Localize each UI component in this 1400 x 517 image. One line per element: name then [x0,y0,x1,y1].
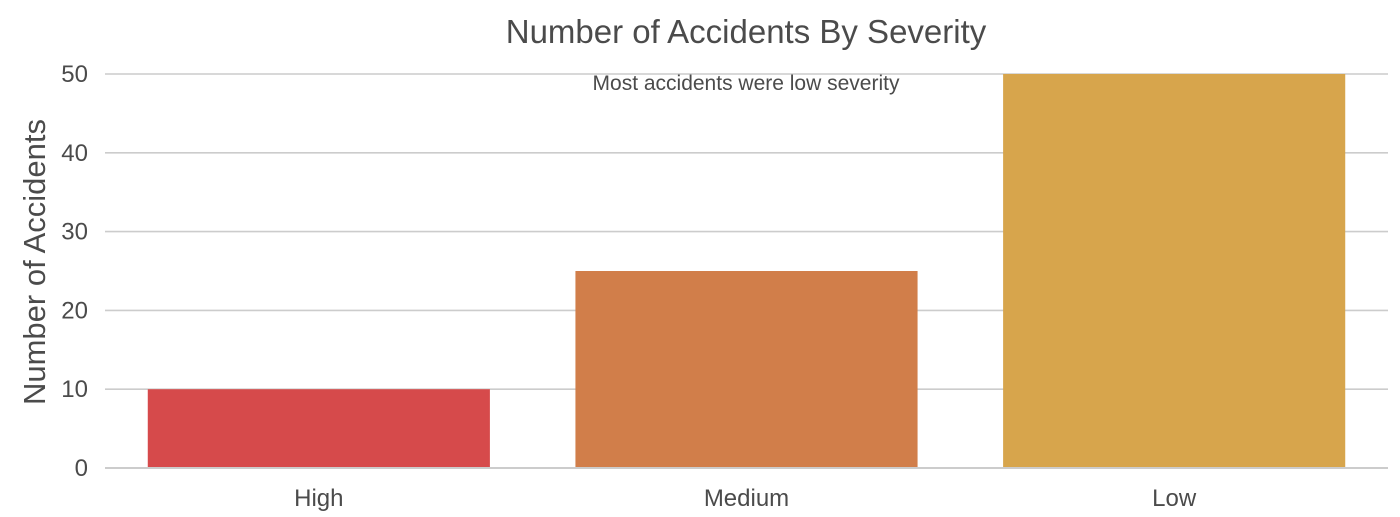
bars [147,74,1346,468]
annotation-text: Most accidents were low severity [593,72,900,95]
y-tick-labels: 0 10 20 30 40 50 [61,61,88,482]
y-tick-label: 30 [61,219,88,246]
y-tick-label: 10 [61,376,88,403]
y-tick-label: 40 [61,140,88,167]
y-axis-label: Number of Accidents [17,119,52,405]
x-tick-label: High [294,485,343,512]
x-tick-labels: High Medium Low [294,485,1197,512]
chart-title: Number of Accidents By Severity [506,13,987,50]
bar-low [1003,74,1346,468]
y-tick-label: 50 [61,61,88,88]
bar-medium [575,271,918,468]
bar-high [147,389,490,468]
x-tick-label: Medium [704,485,789,512]
x-tick-label: Low [1152,485,1197,512]
y-tick-label: 20 [61,297,88,324]
y-tick-label: 0 [75,455,88,482]
